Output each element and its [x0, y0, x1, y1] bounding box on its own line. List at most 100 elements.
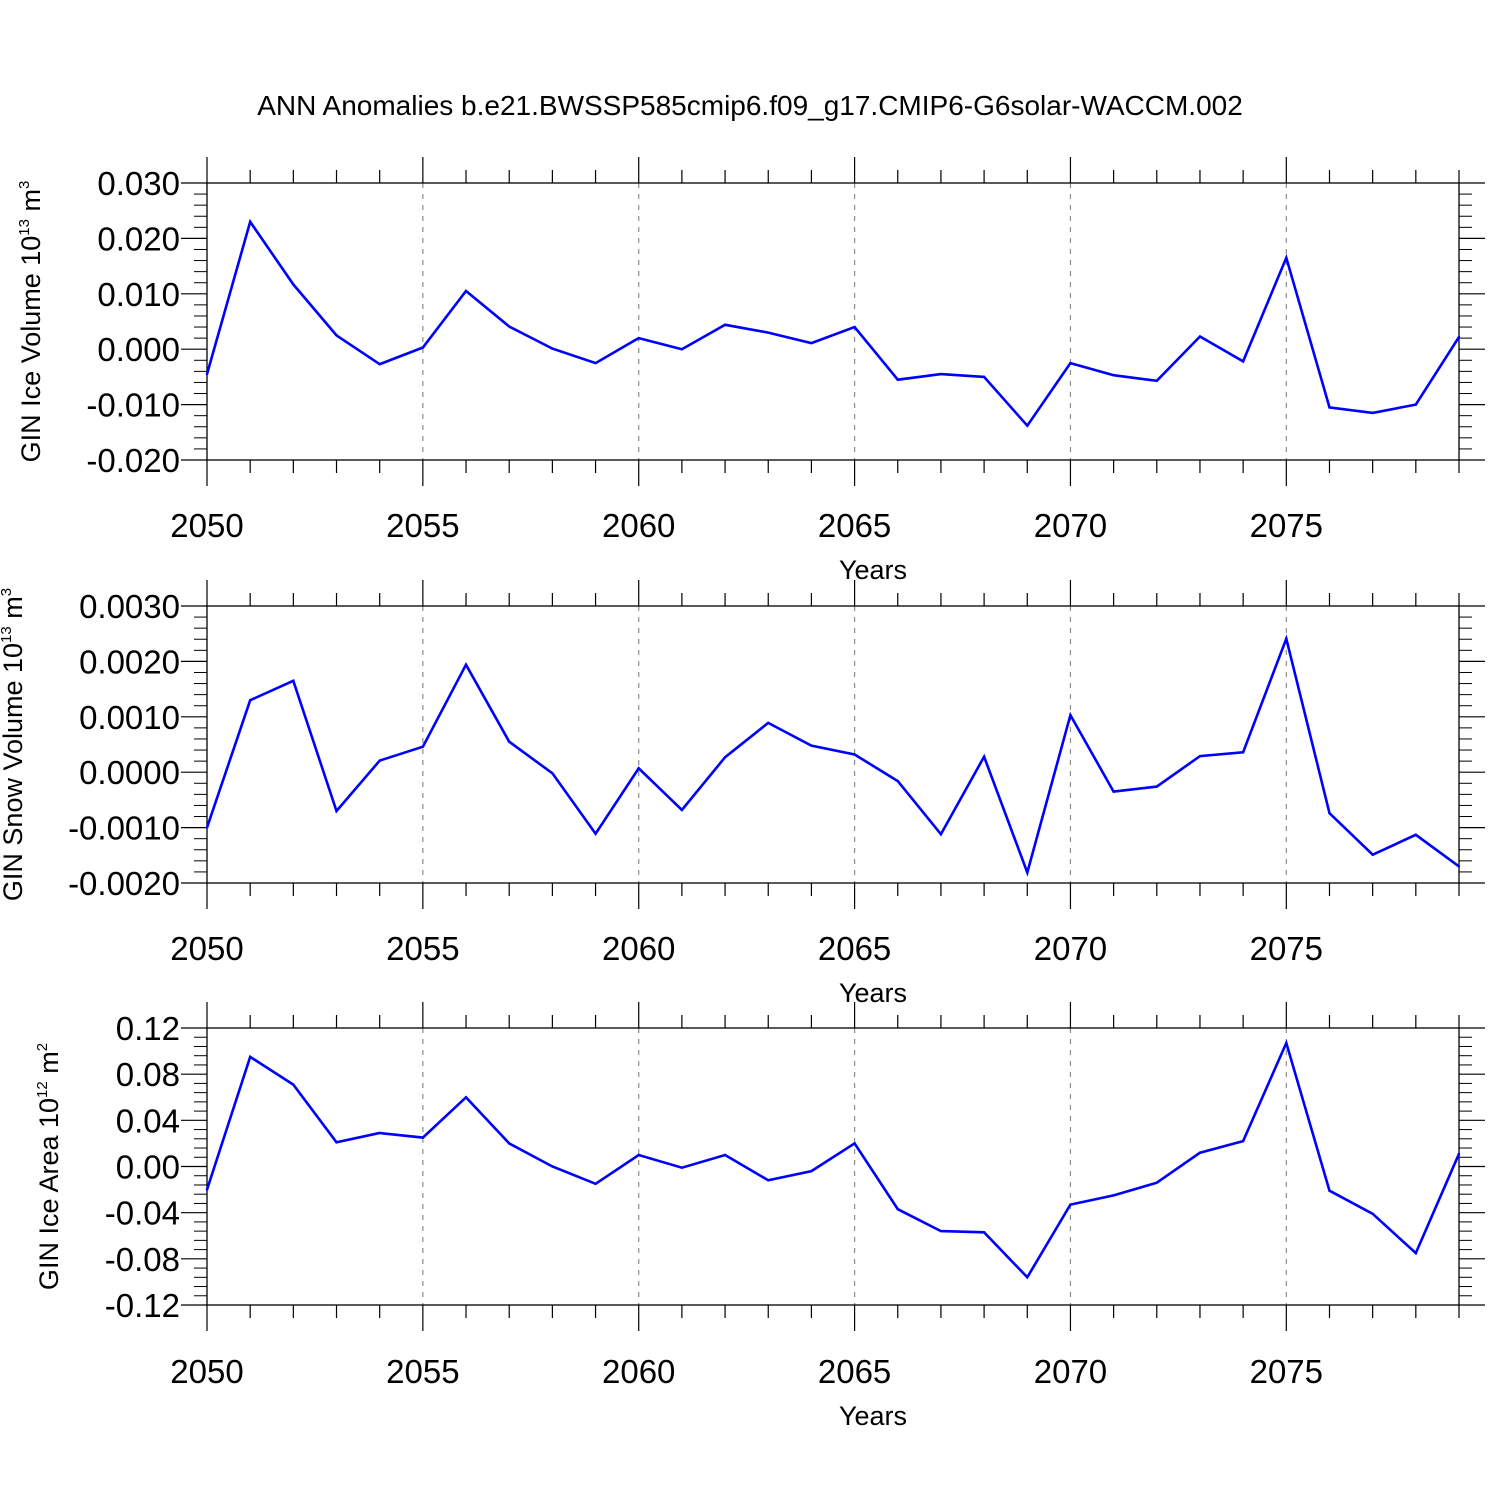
- x-tick-label: 2065: [818, 930, 891, 967]
- data-point-2054: [378, 759, 381, 762]
- data-point-2058: [551, 1165, 554, 1168]
- data-point-2071: [1112, 374, 1115, 377]
- data-point-2057: [508, 740, 511, 743]
- data-point-2052: [292, 679, 295, 682]
- data-point-2059: [594, 361, 597, 365]
- data-point-2078: [1414, 833, 1418, 837]
- data-point-2072: [1155, 785, 1158, 788]
- data-point-2079: [1457, 335, 1461, 339]
- data-point-2078: [1414, 403, 1418, 406]
- x-axis-title: Years: [839, 555, 907, 585]
- data-point-2054: [378, 1131, 381, 1135]
- data-point-2073: [1198, 335, 1202, 338]
- data-point-2059: [594, 1182, 597, 1186]
- x-tick-label: 2055: [386, 507, 459, 544]
- y-tick-label: 0.00: [116, 1149, 180, 1186]
- data-point-2061: [680, 1166, 684, 1169]
- data-point-2069: [1026, 1276, 1029, 1279]
- data-point-2070: [1069, 713, 1072, 717]
- y-tick-label: 0.0010: [79, 699, 180, 736]
- data-point-2070: [1069, 1203, 1072, 1206]
- data-point-2079: [1457, 865, 1461, 868]
- plot-frame: [206, 605, 1460, 884]
- data-point-2074: [1241, 360, 1245, 363]
- data-point-2061: [680, 808, 684, 812]
- page-title: ANN Anomalies b.e21.BWSSP585cmip6.f09_g1…: [257, 90, 1243, 121]
- data-point-2075: [1285, 1041, 1288, 1045]
- data-point-2062: [723, 1153, 727, 1157]
- data-point-2055: [421, 745, 425, 748]
- data-point-2060: [637, 767, 640, 770]
- data-point-2060: [637, 336, 640, 340]
- data-point-2052: [292, 1083, 295, 1086]
- x-tick-label: 2070: [1034, 507, 1107, 544]
- series-line: [205, 1039, 1461, 1280]
- y-tick-label: 0.020: [97, 220, 180, 257]
- data-point-2063: [767, 1179, 770, 1182]
- data-point-2071: [1112, 790, 1115, 793]
- data-point-2056: [464, 289, 468, 293]
- y-tick-label: 0.08: [116, 1056, 180, 1093]
- data-point-2059: [594, 832, 597, 835]
- data-point-2068: [982, 1231, 986, 1234]
- data-point-2051: [248, 698, 252, 702]
- data-point-2073: [1198, 1151, 1202, 1154]
- data-point-2060: [637, 1153, 640, 1157]
- data-point-2053: [335, 334, 338, 337]
- data-point-2077: [1371, 853, 1374, 856]
- data-point-2069: [1026, 871, 1029, 874]
- y-tick-label: -0.010: [86, 387, 180, 424]
- x-tick-label: 2050: [170, 930, 243, 967]
- data-point-2065: [853, 1142, 856, 1145]
- data-point-2050: [205, 826, 209, 829]
- y-tick-label: 0.0000: [79, 754, 180, 791]
- data-point-2075: [1285, 637, 1288, 640]
- x-tick-label: 2075: [1250, 1353, 1323, 1390]
- chart-panel-1: -0.020 -0.010 0.000 0.010 0.020 0.030 2050 2055…: [16, 157, 1485, 585]
- x-tick-label: 2070: [1034, 1353, 1107, 1390]
- data-point-2076: [1328, 406, 1331, 409]
- data-point-2066: [896, 1208, 899, 1211]
- y-tick-label: -0.020: [86, 442, 180, 479]
- y-tick-label: 0.000: [97, 331, 180, 368]
- data-point-2055: [421, 346, 425, 349]
- data-point-2076: [1328, 1189, 1331, 1192]
- y-tick-label: 0.0020: [79, 643, 180, 680]
- x-tick-label: 2050: [170, 507, 243, 544]
- y-tick-label: -0.12: [105, 1287, 180, 1324]
- y-tick-label: -0.0020: [68, 865, 180, 902]
- y-tick-label: -0.08: [105, 1241, 180, 1278]
- data-point-2052: [292, 283, 295, 286]
- data-point-2058: [551, 347, 554, 350]
- x-axis-title: Years: [839, 978, 907, 1008]
- data-point-2057: [508, 325, 511, 328]
- data-point-2056: [464, 663, 468, 666]
- x-tick-label: 2075: [1250, 507, 1323, 544]
- data-point-2068: [982, 755, 986, 758]
- data-point-2055: [421, 1136, 425, 1139]
- data-point-2066: [896, 378, 899, 381]
- data-point-2070: [1069, 361, 1072, 365]
- data-point-2054: [378, 362, 381, 366]
- y-axis-title: GIN Ice Area 1012 m2: [34, 1043, 64, 1290]
- data-point-2053: [335, 809, 338, 813]
- x-tick-label: 2060: [602, 507, 675, 544]
- data-point-2068: [982, 375, 986, 379]
- plot-frame: [206, 182, 1460, 461]
- data-point-2073: [1198, 754, 1202, 758]
- data-point-2065: [853, 753, 856, 756]
- data-point-2077: [1371, 411, 1374, 415]
- data-point-2062: [723, 756, 727, 759]
- data-point-2063: [767, 331, 770, 334]
- data-point-2074: [1241, 751, 1245, 754]
- data-point-2066: [896, 779, 899, 783]
- data-point-2053: [335, 1141, 338, 1144]
- y-axis-title: GIN Ice Volume 1013 m3: [16, 181, 46, 463]
- data-point-2063: [767, 721, 770, 725]
- chart-panel-2: -0.0020 -0.0010 0.0000 0.0010 0.0020 0.0030 20…: [0, 580, 1485, 1008]
- data-point-2064: [810, 341, 813, 345]
- x-tick-label: 2065: [818, 1353, 891, 1390]
- x-tick-label: 2055: [386, 1353, 459, 1390]
- y-axis-title: GIN Snow Volume 1013 m3: [0, 588, 28, 901]
- data-point-2077: [1371, 1212, 1374, 1216]
